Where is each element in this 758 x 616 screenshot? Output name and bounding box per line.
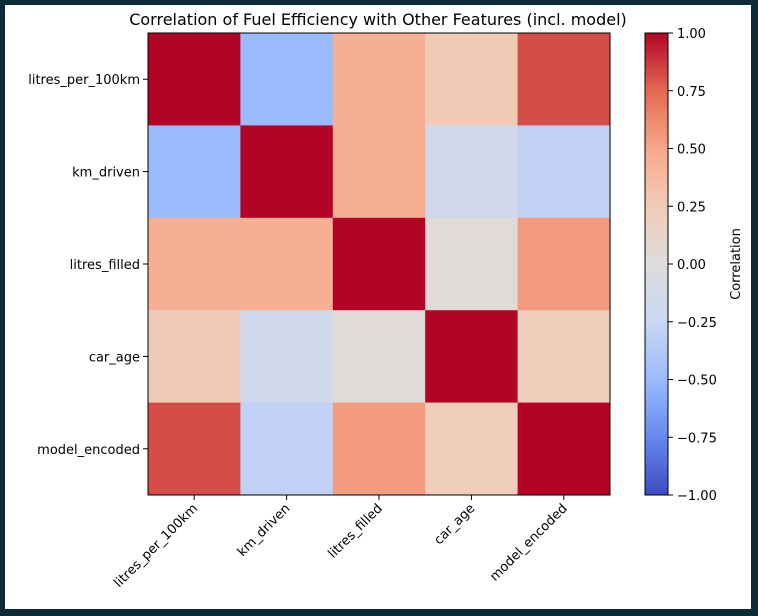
heatmap-cell <box>425 310 519 404</box>
x-axis-ticks: litres_per_100km km_driven litres_filled ca… <box>111 495 571 591</box>
heatmap-cell <box>425 33 519 126</box>
colorbar-label: Correlation <box>729 228 744 300</box>
heatmap-cell <box>240 217 334 311</box>
heatmap-cell <box>332 217 426 311</box>
heatmap-cell <box>517 217 611 311</box>
heatmap-cell <box>332 33 426 126</box>
colorbar-tick-label: −0.75 <box>677 431 717 446</box>
heatmap-cell <box>240 33 334 126</box>
colorbar-tick-label: −0.50 <box>677 374 717 389</box>
y-tick-label: car_age <box>89 350 140 365</box>
heatmap-cell <box>148 125 241 219</box>
heatmap-cells <box>148 33 611 496</box>
chart-svg: Correlation of Fuel Efficiency with Othe… <box>28 10 744 591</box>
colorbar-tick-label: 0.50 <box>677 143 706 158</box>
heatmap-cell <box>148 402 241 496</box>
chart-figure: Correlation of Fuel Efficiency with Othe… <box>5 5 751 609</box>
heatmap-cell <box>517 310 611 404</box>
y-tick-label: km_driven <box>72 166 140 181</box>
x-tick-label: model_encoded <box>487 501 570 584</box>
y-axis-ticks: litres_per_100km km_driven litres_filledca… <box>28 73 148 458</box>
heatmap-cell <box>240 402 334 496</box>
heatmap-cell <box>332 402 426 496</box>
heatmap-cell <box>148 310 241 404</box>
y-tick-label: model_encoded <box>37 443 140 458</box>
x-tick-label: km_driven <box>235 501 294 560</box>
heatmap-cell <box>517 125 611 219</box>
heatmap-cell <box>148 217 241 311</box>
colorbar-tick-label: −0.25 <box>677 316 717 331</box>
heatmap-cell <box>425 402 519 496</box>
heatmap-cell <box>425 217 519 311</box>
colorbar-tick-label: 0.75 <box>677 85 706 100</box>
heatmap-cell <box>517 402 611 496</box>
heatmap-cell <box>332 310 426 404</box>
x-tick-label: car_age <box>431 501 478 548</box>
colorbar <box>644 32 669 496</box>
heatmap-cell <box>240 125 334 219</box>
x-tick-label: litres_per_100km <box>111 501 201 591</box>
heatmap-cell <box>148 33 241 126</box>
y-tick-label: litres_filled <box>70 258 140 273</box>
heatmap-cell <box>517 33 611 126</box>
heatmap-cell <box>240 310 334 404</box>
colorbar-tick-label: 0.00 <box>677 258 706 273</box>
heatmap-cell <box>425 125 519 219</box>
heatmap-cell <box>332 125 426 219</box>
colorbar-ticks: 1.00 0.75 0.50 0.25 0.00 −0.25 −0.50 −0.75 −1.00 <box>668 27 717 504</box>
chart-title: Correlation of Fuel Efficiency with Othe… <box>129 10 627 29</box>
x-tick-label: litres_filled <box>325 501 385 561</box>
colorbar-tick-label: −1.00 <box>677 489 717 504</box>
colorbar-tick-label: 1.00 <box>677 27 706 42</box>
colorbar-tick-label: 0.25 <box>677 200 706 215</box>
y-tick-label: litres_per_100km <box>28 73 140 88</box>
